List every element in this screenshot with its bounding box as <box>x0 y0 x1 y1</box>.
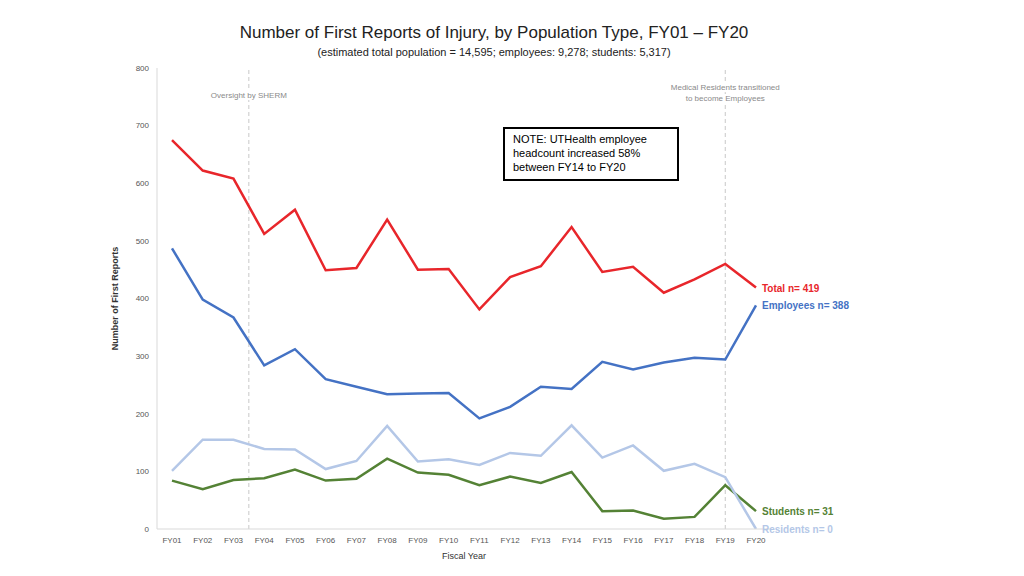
svg-text:500: 500 <box>136 237 150 246</box>
svg-text:FY10: FY10 <box>439 536 459 545</box>
svg-text:to become Employees: to become Employees <box>686 94 765 103</box>
html-text:between FY14 to FY20: between FY14 to FY20 <box>513 161 626 173</box>
svg-text:700: 700 <box>136 121 150 130</box>
svg-text:FY20: FY20 <box>746 536 766 545</box>
svg-text:0: 0 <box>145 525 150 534</box>
svg-text:Oversight by SHERM: Oversight by SHERM <box>211 91 287 100</box>
svg-text:FY15: FY15 <box>593 536 613 545</box>
html-text:headcount increased 58%: headcount increased 58% <box>513 147 641 159</box>
svg-text:FY07: FY07 <box>347 536 367 545</box>
svg-text:FY06: FY06 <box>316 536 336 545</box>
svg-text:FY19: FY19 <box>716 536 736 545</box>
svg-text:FY08: FY08 <box>378 536 398 545</box>
html-text:NOTE: UTHealth employee: NOTE: UTHealth employee <box>513 133 647 145</box>
svg-text:100: 100 <box>136 467 150 476</box>
svg-text:Total n= 419: Total n= 419 <box>762 283 820 294</box>
svg-text:400: 400 <box>136 294 150 303</box>
svg-text:FY14: FY14 <box>562 536 582 545</box>
svg-text:800: 800 <box>136 64 150 73</box>
svg-text:FY04: FY04 <box>255 536 275 545</box>
svg-text:Fiscal Year: Fiscal Year <box>442 551 486 561</box>
svg-text:200: 200 <box>136 410 150 419</box>
svg-text:FY09: FY09 <box>408 536 428 545</box>
svg-text:FY01: FY01 <box>162 536 182 545</box>
svg-text:FY05: FY05 <box>285 536 305 545</box>
html-text:(estimated total population =: (estimated total population = 14,595; em… <box>317 46 671 58</box>
svg-text:FY12: FY12 <box>501 536 521 545</box>
svg-text:FY18: FY18 <box>685 536 705 545</box>
svg-text:Medical Residents transitioned: Medical Residents transitioned <box>671 83 780 92</box>
svg-text:FY17: FY17 <box>654 536 674 545</box>
svg-text:FY13: FY13 <box>531 536 551 545</box>
svg-text:Number of First Reports: Number of First Reports <box>110 247 120 351</box>
svg-text:FY03: FY03 <box>224 536 244 545</box>
svg-text:300: 300 <box>136 352 150 361</box>
svg-text:FY16: FY16 <box>623 536 643 545</box>
svg-text:600: 600 <box>136 179 150 188</box>
html-text:Number of First Reports of Inj: Number of First Reports of Injury, by Po… <box>239 23 749 42</box>
svg-text:FY02: FY02 <box>193 536 213 545</box>
svg-text:FY11: FY11 <box>470 536 489 545</box>
svg-text:Residents n= 0: Residents n= 0 <box>762 524 833 535</box>
svg-text:Students n= 31: Students n= 31 <box>762 506 834 517</box>
svg-text:Employees n= 388: Employees n= 388 <box>762 300 849 311</box>
